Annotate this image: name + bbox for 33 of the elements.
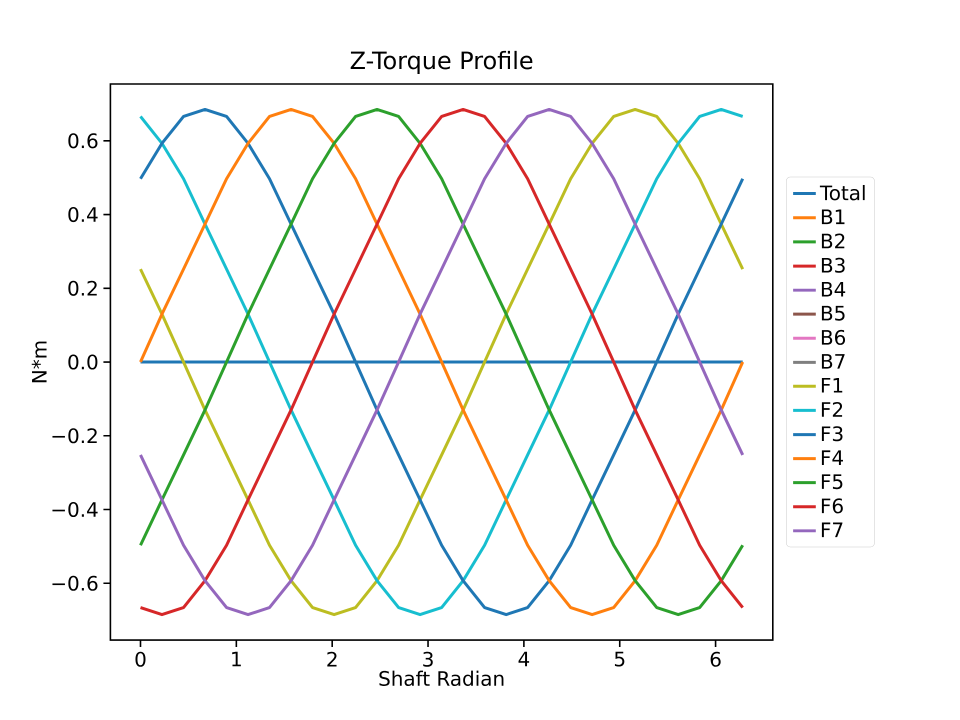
x-tick-label: 4 [518,652,530,666]
x-axis-title: Shaft Radian [379,670,504,686]
legend-label: B7 [822,354,845,369]
legend-label: B3 [822,258,845,273]
line-series [139,108,744,616]
legend-label: F4 [822,450,843,465]
x-tick-label: 1 [232,652,241,666]
legend-label: B5 [822,306,845,321]
y-tick-label: −0.2 [52,428,97,444]
y-tick-label: −0.6 [52,576,98,591]
chart-title: Z-Torque Profile [350,50,532,74]
y-tick-label: 0.4 [68,206,98,222]
y-tick-label: −0.4 [52,502,98,518]
x-tick-label: 0 [135,652,146,667]
legend-label: F5 [822,474,842,490]
legend-label: B1 [822,210,844,224]
legend-label: F1 [822,378,842,393]
legend-label: F7 [822,522,842,538]
x-tick-label: 5 [614,652,624,667]
legend-label: F2 [822,402,842,417]
legend-label: F6 [822,498,843,514]
x-tick-label: 3 [423,652,433,667]
legend-label: F3 [822,426,842,442]
legend-label: B6 [822,330,846,345]
legend-label: B2 [822,233,844,248]
x-tick-label: 2 [327,652,337,666]
legend-label: Total [820,184,865,200]
legend-label: B4 [822,282,846,296]
y-tick-label: 0.6 [68,133,98,148]
y-tick-label: 0.0 [68,354,98,370]
y-tick-label: 0.2 [68,280,97,296]
y-axis-title: N*m [32,342,47,382]
x-tick-label: 6 [710,652,721,667]
